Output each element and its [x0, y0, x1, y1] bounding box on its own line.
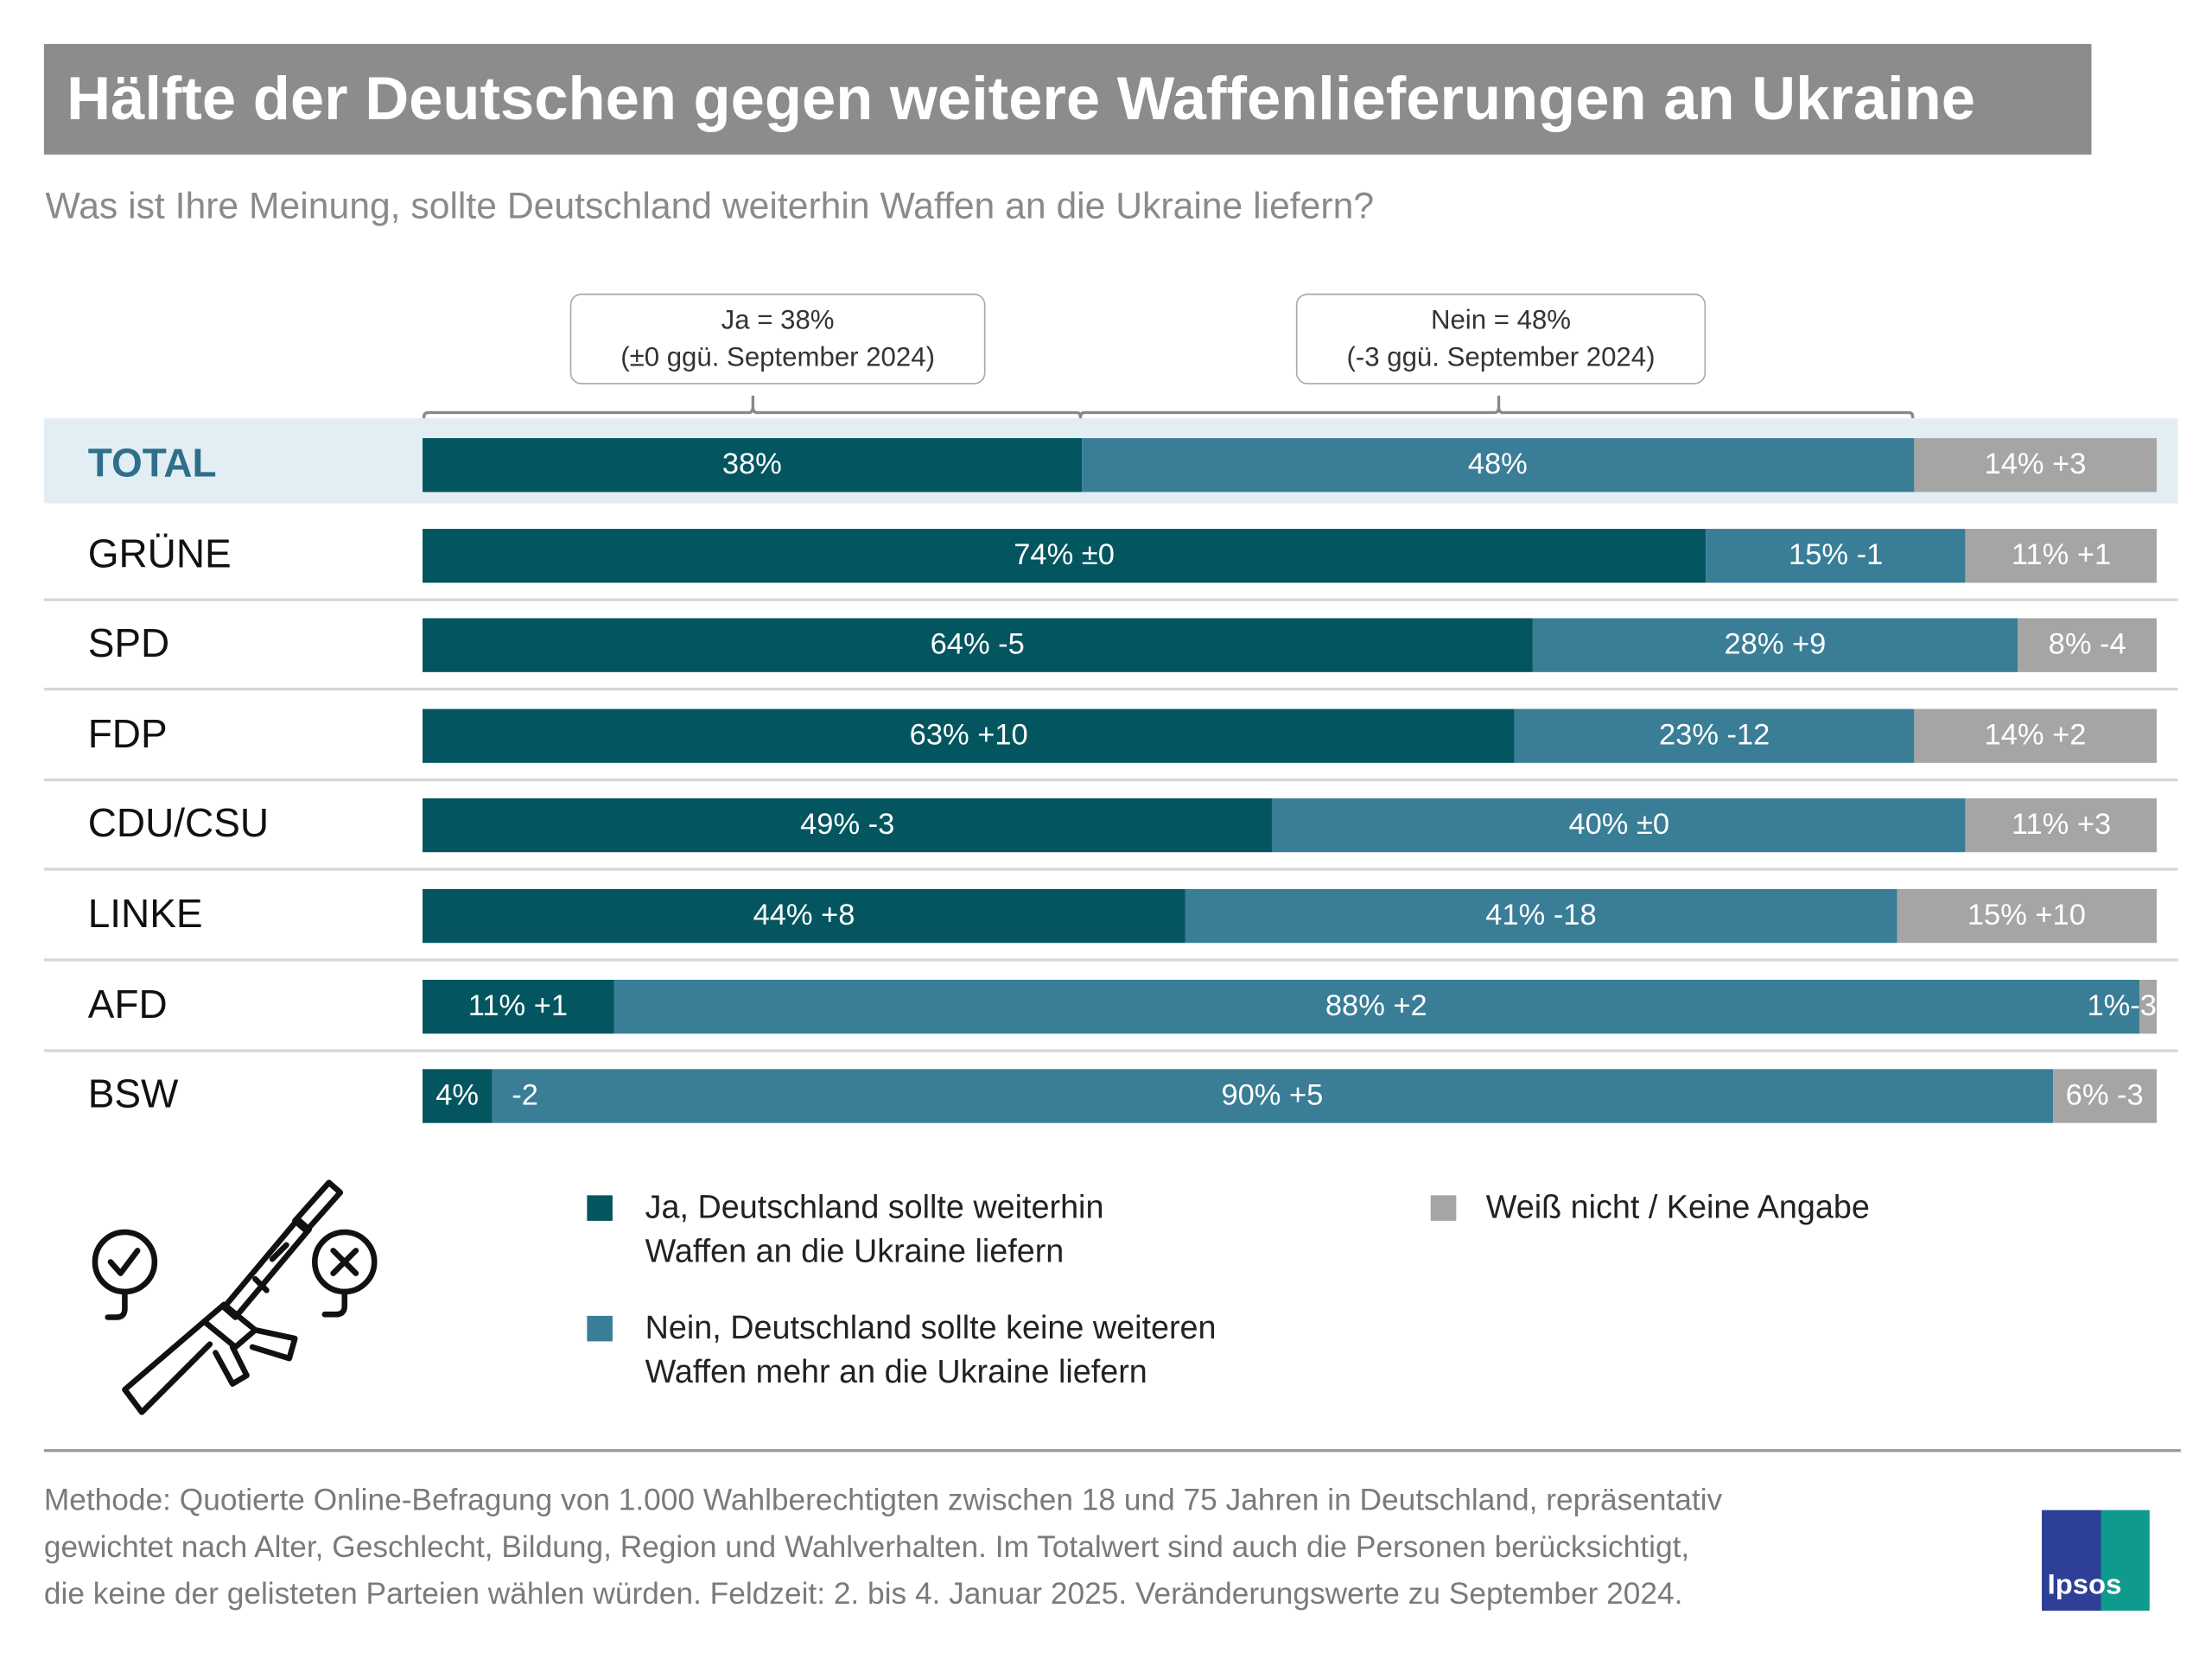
bar-segment-ja: 38%	[423, 438, 1082, 493]
change-label: -2	[512, 1079, 538, 1112]
row-divider	[43, 1048, 2178, 1052]
category-label: GRÜNE	[87, 531, 232, 575]
bar-segment-weiss: 15% +10	[1896, 888, 2157, 944]
data-label: 11% +1	[467, 988, 569, 1022]
methodology-note: Methode: Quotierte Online-Befragung von …	[44, 1478, 1973, 1618]
row-divider	[43, 778, 2178, 781]
data-label: 4%	[435, 1079, 480, 1112]
bar-segment-ja: 4%	[423, 1069, 493, 1123]
legend-swatch-weiss	[1430, 1195, 1457, 1221]
chart-title: Hälfte der Deutschen gegen weitere Waffe…	[43, 43, 2092, 155]
legend-swatch-nein	[587, 1315, 613, 1342]
bar-segment-weiss: 11% +1	[1966, 528, 2157, 582]
callout-ja-line1: Ja = 38%	[721, 306, 835, 336]
legend-ja: Ja, Deutschland sollte weiterhin Waffen …	[645, 1185, 1104, 1274]
data-label: 41% -18	[1485, 899, 1597, 932]
data-label: 15% +10	[1967, 899, 2086, 932]
bar-segment-ja: 64% -5	[423, 618, 1533, 673]
data-label: 74% ±0	[1014, 537, 1115, 571]
row-divider	[43, 868, 2178, 872]
footer-divider	[43, 1449, 2181, 1452]
category-label: LINKE	[87, 892, 203, 937]
bar-segment-nein: 48%	[1081, 438, 1914, 493]
legend-swatch-ja	[587, 1195, 613, 1221]
bar-segment-weiss: 6% -3	[2052, 1069, 2157, 1123]
category-label: SPD	[87, 621, 170, 665]
data-label: 48%	[1467, 448, 1528, 481]
callout-nein: Nein = 48% (-3 ggü. September 2024)	[1295, 293, 1707, 385]
category-label: BSW	[87, 1071, 179, 1116]
data-label: 90% +5	[1221, 1079, 1324, 1112]
bar-row: 64% -5 28% +9 8% -4	[423, 618, 2157, 673]
category-label: AFD	[87, 982, 168, 1027]
bar-segment-weiss: 11% +3	[1966, 798, 2157, 853]
data-label: 88% +2	[1325, 988, 1427, 1022]
bar-segment-weiss: 14% +3	[1913, 438, 2157, 493]
bar-row: 74% ±0 15% -1 11% +1	[423, 528, 2157, 582]
row-divider	[43, 688, 2178, 691]
data-label: 40% ±0	[1568, 809, 1670, 842]
category-label: FDP	[87, 711, 168, 756]
footer-line-1: Methode: Quotierte Online-Befragung von …	[43, 1483, 1723, 1517]
bar-segment-ja: 63% +10	[423, 709, 1516, 763]
ipsos-logo: Ipsos	[2042, 1510, 2150, 1611]
rifle-with-check-and-cross-icon	[92, 1179, 378, 1415]
data-label: 14% +3	[1984, 448, 2087, 481]
footer-line-2: gewichtet nach Alter, Geschlecht, Bildun…	[43, 1529, 1690, 1565]
bar-segment-nein: 41% -18	[1185, 888, 1897, 944]
bar-segment-nein: 15% -1	[1706, 528, 1967, 582]
data-label: 23% -12	[1658, 718, 1770, 752]
bar-row: 38% 48% 14% +3	[423, 438, 2157, 493]
bar-segment-ja: 49% -3	[423, 798, 1273, 853]
bar-segment-ja: 44% +8	[423, 888, 1186, 944]
category-label: TOTAL	[87, 441, 217, 486]
category-label: CDU/CSU	[87, 801, 270, 846]
bar-segment-ja: 11% +1	[423, 979, 613, 1033]
data-label: 15% -1	[1789, 537, 1884, 571]
bar-segment-nein: 23% -12	[1515, 709, 1914, 763]
data-label: 44% +8	[753, 899, 855, 932]
data-label: 49% -3	[800, 809, 895, 842]
legend-ja-line1: Ja, Deutschland sollte weiterhin	[645, 1188, 1104, 1225]
footer-line-3: die keine der gelisteten Parteien wählen…	[43, 1576, 1683, 1611]
data-label: 28% +9	[1724, 628, 1827, 662]
callout-nein-line1: Nein = 48%	[1430, 306, 1572, 336]
data-label: 8% -4	[2048, 628, 2126, 662]
bar-row: 11% +1 88% +2 1%-3	[423, 979, 2157, 1033]
data-label: 14% +2	[1984, 718, 2087, 752]
legend-weiss: Weiß nicht / Keine Angabe	[1485, 1188, 1870, 1225]
data-label: 63% +10	[909, 718, 1028, 752]
legend-nein-line1: Nein, Deutschland sollte keine weiteren	[645, 1308, 1217, 1346]
bar-row: 49% -3 40% ±0 11% +3	[423, 798, 2157, 853]
callout-ja: Ja = 38% (±0 ggü. September 2024)	[569, 293, 986, 385]
data-label: 1%-3	[2087, 988, 2157, 1022]
legend-nein: Nein, Deutschland sollte keine weiteren …	[645, 1306, 1217, 1394]
data-label: 38%	[721, 448, 782, 481]
legend-nein-line2: Waffen mehr an die Ukraine liefern	[645, 1352, 1147, 1390]
row-divider	[43, 958, 2178, 962]
bar-segment-weiss: 1%-3	[2087, 979, 2157, 1033]
data-label: 11% +1	[2011, 537, 2112, 571]
data-label: 6% -3	[2065, 1079, 2144, 1112]
callout-nein-line2: (-3 ggü. September 2024)	[1346, 343, 1656, 373]
bar-segment-ja: 74% ±0	[423, 528, 1707, 582]
data-label: 64% -5	[930, 628, 1025, 662]
row-divider	[43, 597, 2178, 601]
legend-ja-line2: Waffen an die Ukraine liefern	[645, 1232, 1065, 1269]
callout-ja-line2: (±0 ggü. September 2024)	[620, 343, 935, 373]
data-label: 11% +3	[2011, 809, 2112, 842]
bar-segment-nein: 88% +2	[613, 979, 2139, 1033]
bar-segment-weiss: 8% -4	[2018, 618, 2157, 673]
bar-segment-nein: 90% +5 -2	[492, 1069, 2053, 1123]
bar-row: 4% 90% +5 -2 6% -3	[423, 1069, 2157, 1123]
callout-brackets	[423, 395, 1915, 435]
bar-segment-weiss: 14% +2	[1913, 709, 2157, 763]
chart-subtitle: Was ist Ihre Meinung, sollte Deutschland…	[45, 184, 1375, 227]
bar-segment-nein: 28% +9	[1532, 618, 2018, 673]
bar-row: 63% +10 23% -12 14% +2	[423, 709, 2157, 763]
bar-segment-nein: 40% ±0	[1272, 798, 1967, 853]
bar-row: 44% +8 41% -18 15% +10	[423, 888, 2157, 944]
